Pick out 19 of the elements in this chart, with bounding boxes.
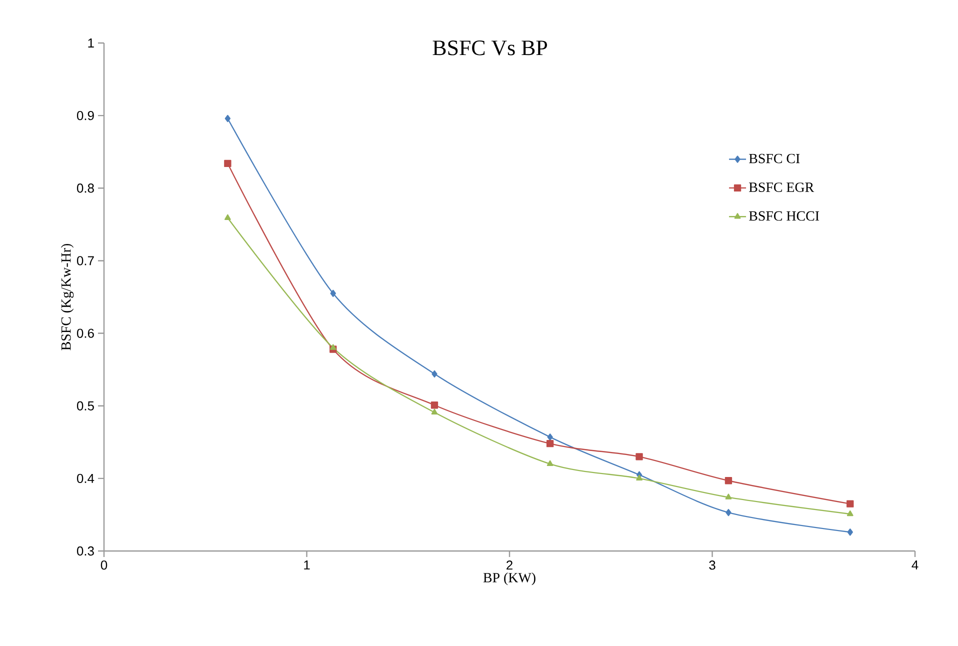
x-tick-label: 1 — [304, 560, 310, 570]
y-axis-title: BSFC (Kg/Kw-Hr) — [60, 244, 74, 350]
x-axis-title: BP (KW) — [483, 572, 536, 586]
y-tick-label: 0.3 — [76, 546, 94, 556]
y-tick-label: 0.6 — [76, 328, 94, 338]
y-tick-label: 1 — [88, 38, 94, 48]
x-tick-label: 2 — [506, 560, 512, 570]
x-tick-label: 3 — [709, 560, 716, 570]
y-tick-label: 0.7 — [76, 256, 94, 266]
chart-title: BSFC Vs BP — [432, 40, 547, 56]
legend-label: BSFC CI — [749, 154, 800, 164]
y-tick-label: 0.4 — [76, 474, 94, 484]
legend-label: BSFC HCCI — [749, 211, 820, 221]
x-tick-label: 4 — [912, 560, 918, 570]
legend-label: BSFC EGR — [749, 182, 814, 192]
y-tick-label: 0.5 — [76, 401, 94, 410]
y-tick-label: 0.8 — [76, 184, 94, 193]
y-tick-label: 0.9 — [76, 110, 94, 120]
x-tick-label: 0 — [100, 560, 108, 570]
